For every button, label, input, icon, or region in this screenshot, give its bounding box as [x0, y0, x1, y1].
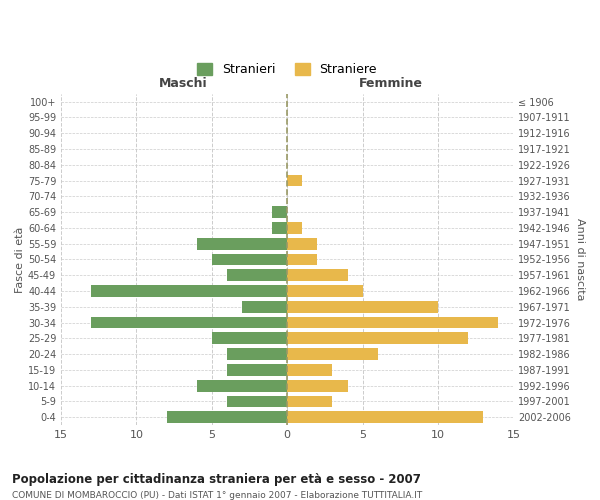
Bar — [287, 301, 438, 312]
Bar — [287, 174, 302, 186]
Bar — [197, 238, 287, 250]
Bar — [227, 396, 287, 407]
Bar — [287, 412, 483, 423]
Bar — [287, 396, 332, 407]
Bar — [197, 380, 287, 392]
Bar — [91, 285, 287, 297]
Y-axis label: Anni di nascita: Anni di nascita — [575, 218, 585, 300]
Bar — [212, 332, 287, 344]
Bar — [287, 380, 347, 392]
Bar — [242, 301, 287, 312]
Bar — [272, 206, 287, 218]
Bar — [287, 254, 317, 266]
Bar — [287, 316, 498, 328]
Text: Maschi: Maschi — [159, 78, 208, 90]
Y-axis label: Fasce di età: Fasce di età — [15, 226, 25, 292]
Bar — [287, 364, 332, 376]
Bar — [287, 238, 317, 250]
Bar — [212, 254, 287, 266]
Bar — [227, 364, 287, 376]
Bar — [227, 270, 287, 281]
Text: Popolazione per cittadinanza straniera per età e sesso - 2007: Popolazione per cittadinanza straniera p… — [12, 472, 421, 486]
Legend: Stranieri, Straniere: Stranieri, Straniere — [191, 57, 383, 82]
Bar — [227, 348, 287, 360]
Bar — [287, 332, 468, 344]
Bar — [287, 348, 377, 360]
Bar — [287, 270, 347, 281]
Bar — [167, 412, 287, 423]
Text: COMUNE DI MOMBAROCCIO (PU) - Dati ISTAT 1° gennaio 2007 - Elaborazione TUTTITALI: COMUNE DI MOMBAROCCIO (PU) - Dati ISTAT … — [12, 491, 422, 500]
Bar — [272, 222, 287, 234]
Bar — [91, 316, 287, 328]
Text: Femmine: Femmine — [359, 78, 423, 90]
Bar — [287, 222, 302, 234]
Bar — [287, 285, 362, 297]
